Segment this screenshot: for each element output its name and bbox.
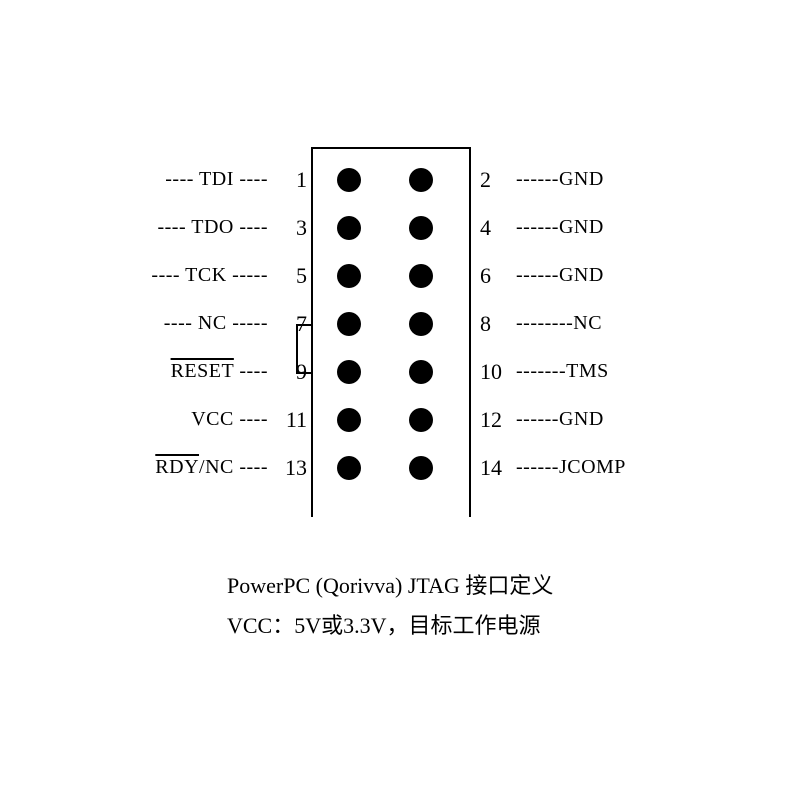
pin-label: 2 (480, 167, 491, 193)
pin-label: VCC ---- (0, 408, 268, 431)
caption-text: VCC：5V或3.3V，目标工作电源 (227, 608, 541, 640)
pin-label: 14 (480, 455, 502, 481)
caption-text: PowerPC (Qorivva) JTAG 接口定义 (227, 568, 553, 600)
pin-dot (337, 360, 361, 384)
pin-label: ---- NC ----- (0, 312, 268, 335)
bracket-line (296, 324, 298, 372)
connector-outline (311, 147, 471, 517)
pin-dot (409, 312, 433, 336)
pin-label: ---- TDI ---- (0, 168, 268, 191)
pin-dot (409, 456, 433, 480)
pin-label: RDY/NC ---- (0, 456, 268, 479)
pin-label: ------GND (516, 264, 604, 287)
pin-dot (337, 264, 361, 288)
pin-label: 3 (296, 215, 307, 241)
pin-label: RESET ---- (0, 360, 268, 383)
pin-label: 5 (296, 263, 307, 289)
pin-dot (409, 216, 433, 240)
pin-dot (337, 312, 361, 336)
pin-dot (337, 168, 361, 192)
pin-label: ------GND (516, 216, 604, 239)
pin-label: 4 (480, 215, 491, 241)
pin-label: 1 (296, 167, 307, 193)
pin-label: 8 (480, 311, 491, 337)
pin-label: ---- TCK ----- (0, 264, 268, 287)
pin-label: 6 (480, 263, 491, 289)
pin-label: 12 (480, 407, 502, 433)
pin-dot (409, 408, 433, 432)
pin-dot (409, 264, 433, 288)
pin-label: 11 (286, 407, 307, 433)
pin-label: ------GND (516, 408, 604, 431)
pin-label: -------TMS (516, 360, 609, 383)
pin-label: ---- TDO ---- (0, 216, 268, 239)
bracket-line (296, 324, 312, 326)
pin-dot (337, 408, 361, 432)
pin-label: 10 (480, 359, 502, 385)
pin-label: --------NC (516, 312, 602, 335)
pin-dot (409, 360, 433, 384)
pin-label: ------JCOMP (516, 456, 626, 479)
pin-dot (409, 168, 433, 192)
bracket-line (296, 372, 312, 374)
pin-label: ------GND (516, 168, 604, 191)
pin-label: 13 (285, 455, 307, 481)
pin-dot (337, 456, 361, 480)
pin-dot (337, 216, 361, 240)
